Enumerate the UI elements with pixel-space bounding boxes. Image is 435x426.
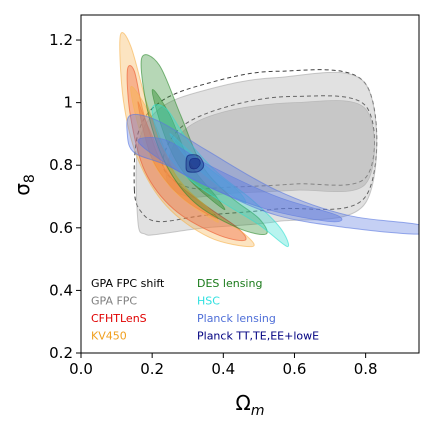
y-tick-label: 1 (63, 94, 73, 112)
legend-entry: DES lensing (197, 277, 262, 290)
y-axis: 0.2 0.4 0.6 0.8 1 1.2 (49, 31, 81, 362)
contour-outer-des-lensing (140, 54, 268, 235)
legend-entry: GPA FPC (91, 295, 137, 308)
y-tick-label: 0.4 (49, 281, 73, 299)
legend-entry: KV450 (91, 330, 127, 343)
series-hsc (151, 104, 290, 248)
x-tick-label: 0.2 (140, 360, 164, 378)
series-planck-lensing (126, 113, 419, 235)
y-axis-label: σ8 (10, 174, 38, 196)
x-tick-label: 0.8 (354, 360, 378, 378)
legend-entry: CFHTLenS (91, 312, 147, 325)
x-tick-label: 0.6 (283, 360, 307, 378)
contour-inner-planck-lensing (137, 137, 343, 223)
legend-entry: GPA FPC shift (91, 277, 165, 290)
y-axis-label-subscript: 8 (22, 174, 38, 183)
legend: GPA FPC shift GPA FPC CFHTLenS KV450 DES len… (91, 277, 319, 343)
series-gpa-fpc (135, 71, 378, 236)
contour-inner-des-lensing (151, 89, 226, 211)
x-tick-label: 0.4 (211, 360, 235, 378)
plot-background (81, 15, 419, 353)
legend-entry: Planck lensing (197, 312, 276, 325)
x-axis: 0.0 0.2 0.4 0.6 0.8 (69, 353, 378, 378)
series-planck-tt-te-ee-lowe (185, 154, 205, 173)
plot-frame (80, 14, 420, 354)
y-tick-label: 0.2 (49, 344, 73, 362)
y-tick-label: 0.6 (49, 219, 73, 237)
x-axis-label-subscript: m (251, 403, 265, 419)
contour-inner-planck-tt-te-ee-lowe (189, 158, 201, 170)
y-tick-label: 1.2 (49, 31, 73, 49)
legend-entry: HSC (197, 295, 220, 308)
series-des-lensing (140, 54, 268, 235)
legend-entry: Planck TT,TE,EE+lowE (197, 330, 319, 343)
x-axis-label: Ωm (236, 391, 265, 419)
contour-layer (119, 32, 419, 248)
contour-outer-gpa-fpc-shift (133, 69, 378, 223)
y-tick-label: 0.8 (49, 156, 73, 174)
x-tick-label: 0.0 (69, 360, 93, 378)
contour-outer-gpa-fpc (135, 71, 378, 236)
